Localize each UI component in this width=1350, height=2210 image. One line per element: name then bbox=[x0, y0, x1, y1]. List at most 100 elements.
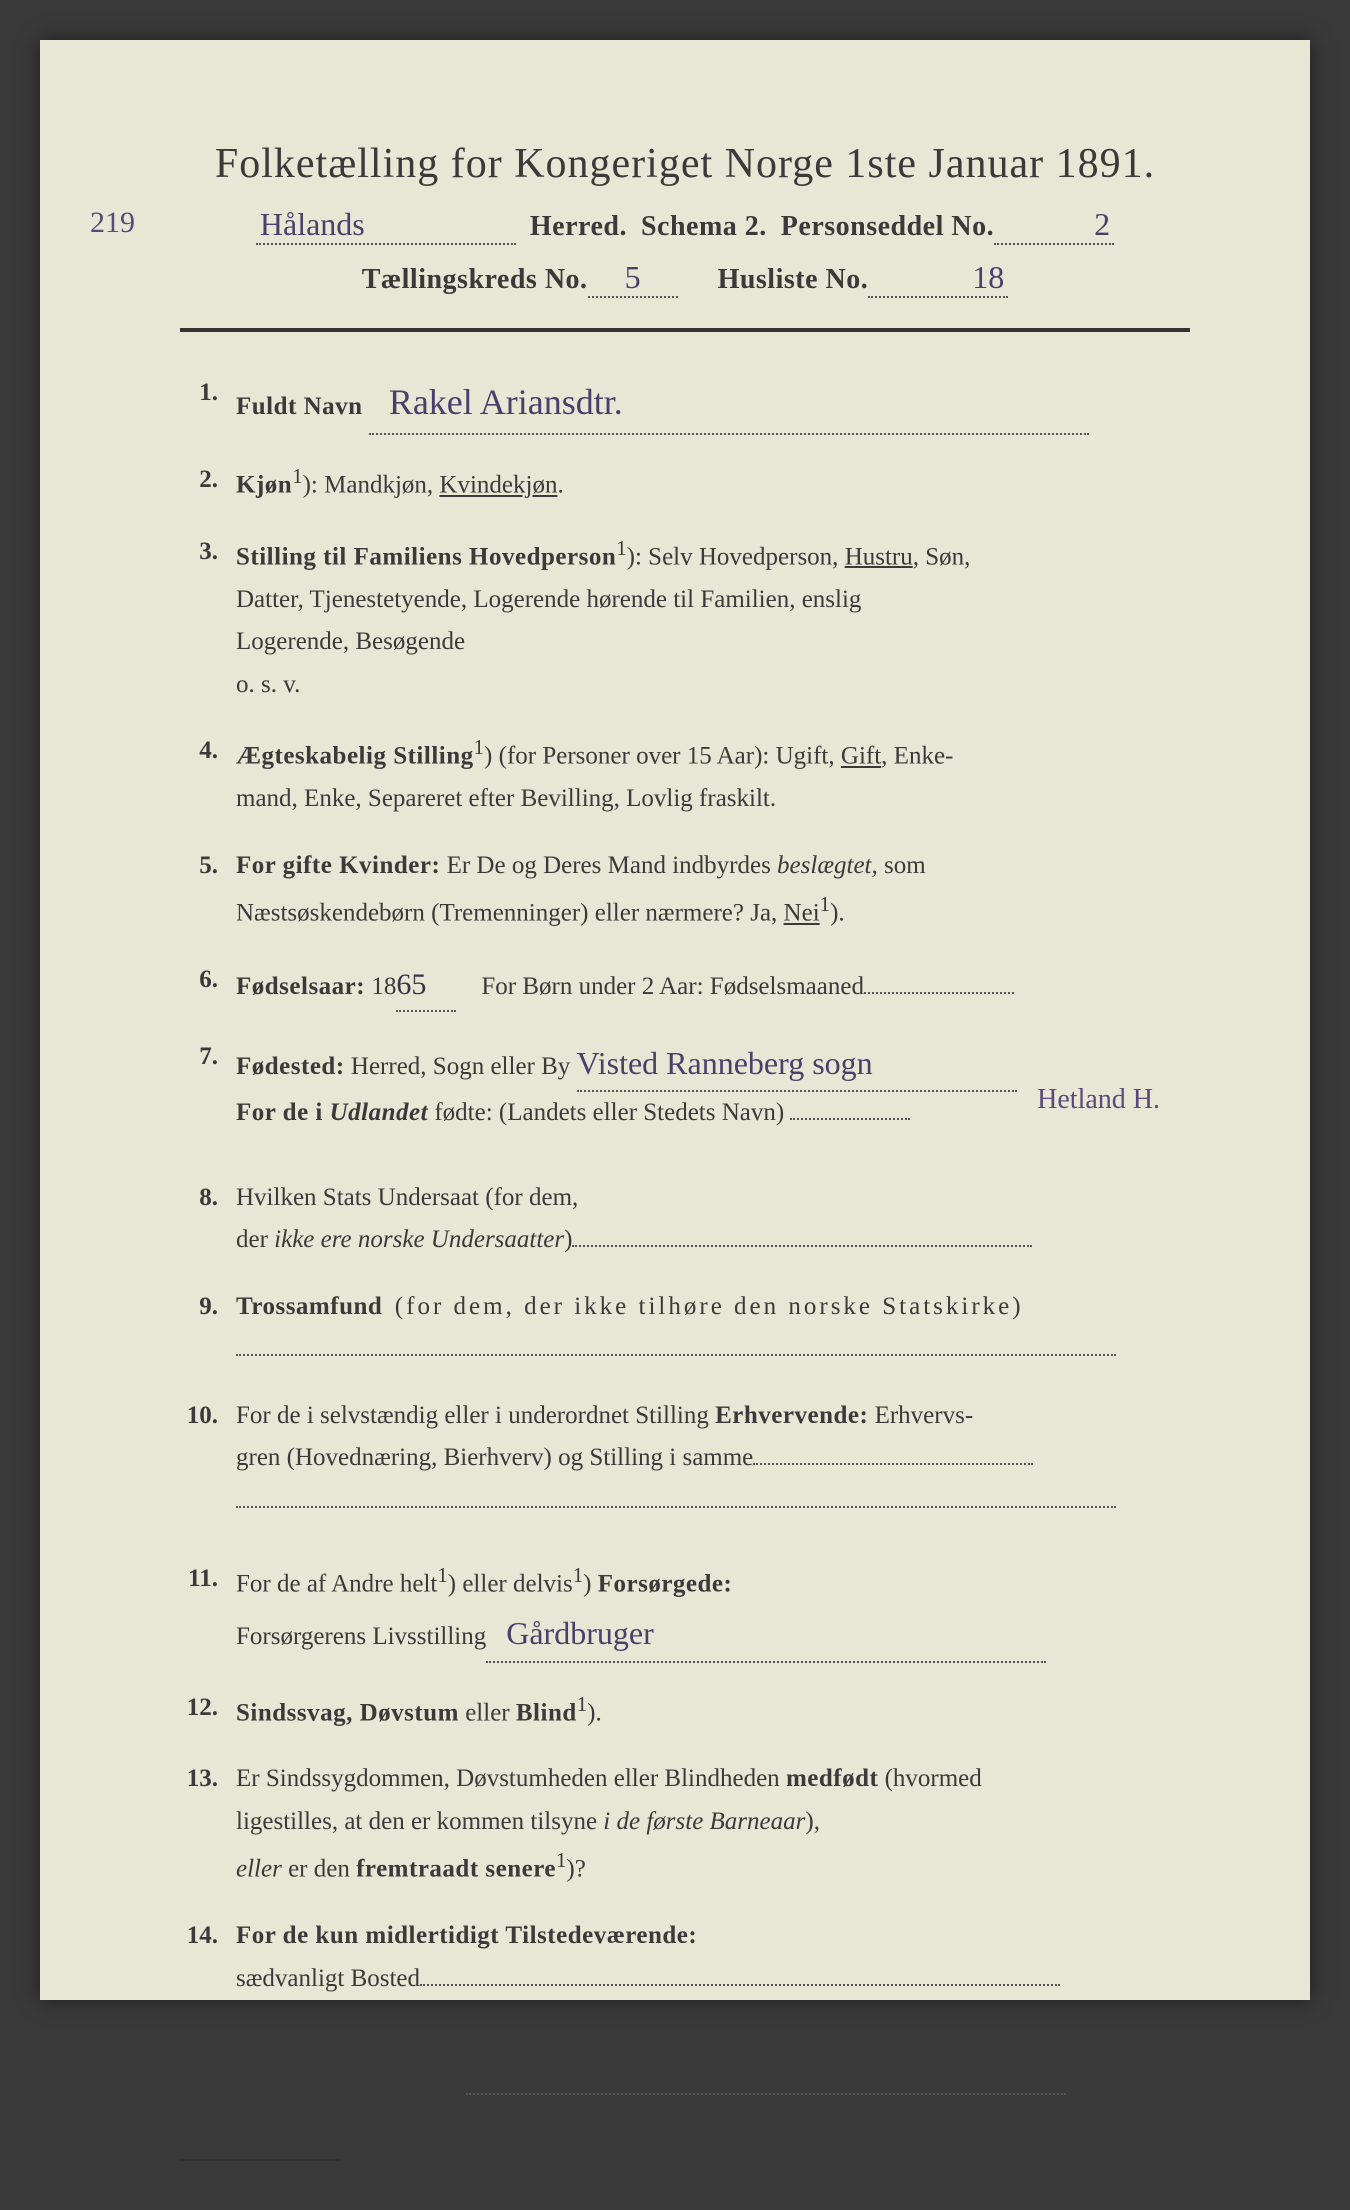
item-body: For de af Andre helt1) eller delvis1) Fo… bbox=[236, 1558, 1190, 1662]
fullname-value: Rakel Ariansdtr. bbox=[389, 382, 623, 422]
item-number: 3. bbox=[180, 531, 236, 706]
birthplace-label: Fødested: bbox=[236, 1053, 345, 1080]
relation-text-1: ): Selv Hovedperson, bbox=[627, 543, 845, 570]
side-annotation: Hetland H. bbox=[1037, 1076, 1160, 1124]
item-10: 10. For de i selvstændig eller i underor… bbox=[180, 1395, 1190, 1523]
taellingskreds-label: Tællingskreds No. bbox=[362, 264, 588, 296]
item-number: 7. bbox=[180, 1036, 236, 1135]
item13-italic: i de første Barneaar bbox=[603, 1808, 805, 1835]
item13-end: )? bbox=[566, 1856, 585, 1883]
abroad-field bbox=[790, 1118, 910, 1120]
relation-text-3: Logerende, Besøgende bbox=[236, 628, 465, 655]
item5-italic: beslægtet, bbox=[777, 852, 878, 879]
birthplace-field: Visted Ranneberg sogn bbox=[577, 1036, 1017, 1092]
item-body: Kjøn1): Mandkjøn, Kvindekjøn. bbox=[236, 459, 1190, 507]
husliste-label: Husliste No. bbox=[718, 264, 869, 296]
item-body: For de i selvstændig eller i underordnet… bbox=[236, 1395, 1190, 1523]
item13-text-2a: ligestilles, at den er kommen tilsyne bbox=[236, 1808, 603, 1835]
item-number: 1. bbox=[180, 372, 236, 435]
birthyear-field: 65 bbox=[396, 959, 456, 1012]
footnote-ref: 1 bbox=[556, 1848, 566, 1872]
item-number: 2. bbox=[180, 459, 236, 507]
margin-annotation: 219 bbox=[90, 206, 135, 240]
item-11: 11. For de af Andre helt1) eller delvis1… bbox=[180, 1558, 1190, 1662]
sex-label: Kjøn bbox=[236, 472, 292, 499]
footnote-ref: 1 bbox=[573, 1563, 583, 1587]
census-form-page: Folketælling for Kongeriget Norge 1ste J… bbox=[40, 40, 1310, 2000]
birthplace-value: Visted Ranneberg sogn bbox=[577, 1045, 873, 1081]
supported-text-1a: For de af Andre helt bbox=[236, 1571, 437, 1598]
header-row-1: 219 Hålands Herred. Schema 2. Personsedd… bbox=[180, 206, 1190, 245]
abroad-text: fødte: (Landets eller Stedets Navn) bbox=[428, 1099, 784, 1126]
occupation-text-1a: For de i selvstændig eller i underordnet… bbox=[236, 1402, 715, 1429]
item-number: 9. bbox=[180, 1286, 236, 1371]
item-9: 9. Trossamfund (for dem, der ikke tilhør… bbox=[180, 1286, 1190, 1371]
item13-text-3a: eller bbox=[236, 1856, 282, 1883]
footnote-ref: 1 bbox=[577, 1692, 587, 1716]
marital-text-1b: , Enke- bbox=[881, 743, 953, 770]
temp-present-text: sædvanligt Bosted bbox=[236, 1965, 420, 1992]
item-number: 6. bbox=[180, 959, 236, 1012]
item-body: For de midlertidigt Fraværende: antageli… bbox=[236, 2024, 1190, 2109]
citizenship-text-2a: der bbox=[236, 1226, 274, 1253]
relation-selected: Hustru bbox=[845, 543, 913, 570]
item-13: 13. Er Sindssygdommen, Døvstumheden elle… bbox=[180, 1758, 1190, 1891]
footnote-ref: 1 bbox=[616, 536, 626, 560]
birthplace-text: Herred, Sogn eller By bbox=[345, 1053, 577, 1080]
sex-end: . bbox=[557, 472, 563, 499]
husliste-value: 18 bbox=[972, 259, 1004, 295]
footnote-ref: 1 bbox=[292, 464, 302, 488]
item5-end: ). bbox=[830, 900, 845, 927]
supporter-value: Gårdbruger bbox=[506, 1615, 653, 1651]
item-body: Sindssvag, Døvstum eller Blind1). bbox=[236, 1687, 1190, 1735]
temp-present-label: For de kun midlertidigt Tilstedeværende: bbox=[236, 1922, 697, 1949]
birthmonth-label: For Børn under 2 Aar: Fødselsmaaned bbox=[481, 973, 864, 1000]
item-body: For gifte Kvinder: Er De og Deres Mand i… bbox=[236, 845, 1190, 935]
item-number: 15. bbox=[180, 2024, 236, 2109]
sex-selected: Kvindekjøn bbox=[439, 472, 557, 499]
item-4: 4. Ægteskabelig Stilling1) (for Personer… bbox=[180, 730, 1190, 820]
item-number: 10. bbox=[180, 1395, 236, 1523]
birthmonth-field bbox=[864, 992, 1014, 994]
item-number: 5. bbox=[180, 845, 236, 935]
item-15: 15. For de midlertidigt Fraværende: anta… bbox=[180, 2024, 1190, 2109]
marital-text-1: ) (for Personer over 15 Aar): Ugift, bbox=[484, 743, 841, 770]
item-body: Stilling til Familiens Hovedperson1): Se… bbox=[236, 531, 1190, 706]
husliste-field: 18 bbox=[868, 259, 1008, 298]
citizenship-text-2b: ) bbox=[564, 1226, 572, 1253]
relation-text-4: o. s. v. bbox=[236, 671, 300, 698]
supported-text-1b: ) eller delvis bbox=[448, 1571, 573, 1598]
marital-text-2: mand, Enke, Separeret efter Bevilling, L… bbox=[236, 785, 776, 812]
item13-text-1b: (hvormed bbox=[878, 1765, 981, 1792]
herred-field: Hålands bbox=[256, 206, 516, 245]
item-number: 4. bbox=[180, 730, 236, 820]
item-5: 5. For gifte Kvinder: Er De og Deres Man… bbox=[180, 845, 1190, 935]
item-12: 12. Sindssvag, Døvstum eller Blind1). bbox=[180, 1687, 1190, 1735]
item-body: Er Sindssygdommen, Døvstumheden eller Bl… bbox=[236, 1758, 1190, 1891]
temp-present-field bbox=[420, 1984, 1060, 1986]
item-14: 14. For de kun midlertidigt Tilstedevære… bbox=[180, 1915, 1190, 2000]
herred-label: Herred. bbox=[530, 211, 627, 243]
footnote-marker: 1 bbox=[240, 2177, 251, 2199]
taellingskreds-field: 5 bbox=[588, 259, 678, 298]
footnote-rule bbox=[180, 2159, 340, 2161]
divider-rule bbox=[180, 328, 1190, 332]
item5-text-2: Næstsøskendebørn (Tremenninger) eller næ… bbox=[236, 900, 784, 927]
fullname-label: Fuldt Navn bbox=[236, 393, 363, 420]
citizenship-text-1: Hvilken Stats Undersaat (for dem, bbox=[236, 1184, 578, 1211]
item-2: 2. Kjøn1): Mandkjøn, Kvindekjøn. bbox=[180, 459, 1190, 507]
occupation-field-1 bbox=[753, 1463, 1033, 1465]
item13-text-2b: ), bbox=[805, 1808, 820, 1835]
relation-text-1b: , Søn, bbox=[913, 543, 971, 570]
item-8: 8. Hvilken Stats Undersaat (for dem, der… bbox=[180, 1177, 1190, 1262]
footnote-text: ) De for hvert Tilfælde passende Ord und… bbox=[251, 2183, 888, 2209]
taellingskreds-value: 5 bbox=[625, 259, 641, 295]
supported-bold: Forsørgede: bbox=[598, 1571, 733, 1598]
citizenship-italic: ikke ere norske Undersaatter bbox=[274, 1226, 564, 1253]
schema-label: Schema 2. bbox=[641, 211, 767, 243]
item-number: 12. bbox=[180, 1687, 236, 1735]
occupation-text-1b: Erhvervs- bbox=[868, 1402, 973, 1429]
birthyear-value: 65 bbox=[396, 968, 426, 1001]
footnote-ref: 1 bbox=[437, 1563, 447, 1587]
personseddel-value: 2 bbox=[1094, 206, 1110, 242]
